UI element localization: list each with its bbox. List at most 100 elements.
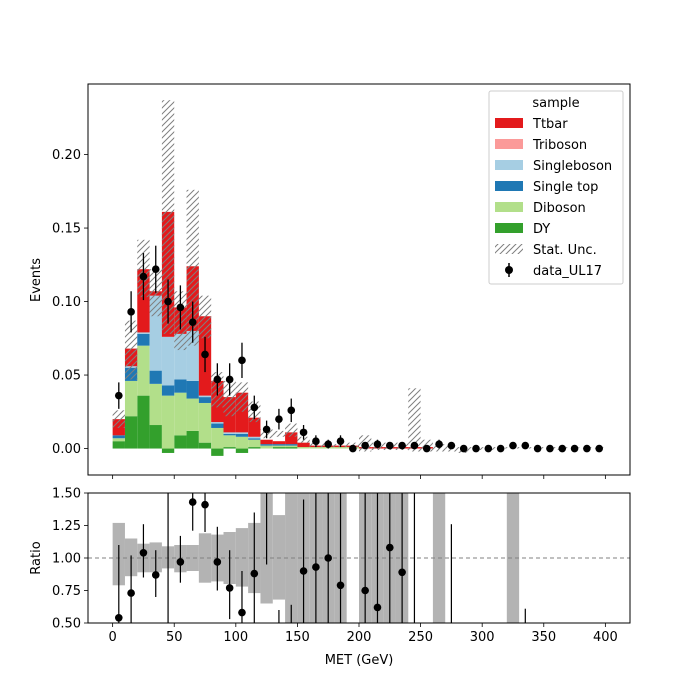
legend-swatch-triboson [495,139,523,149]
stat-unc-band-bin-1 [124,320,138,380]
data-point-0 [114,391,123,400]
legend: sample Ttbar Triboson Singleboson Single… [488,90,624,285]
ratio-x-tick-label-7: 350 [531,630,556,645]
stat-unc-band-bin-24 [408,388,421,452]
ratio-x-tick-label-0: 0 [108,630,116,645]
legend-label-stat-unc: Stat. Unc. [533,243,597,258]
data-point-19 [349,444,357,453]
ratio-point-18 [336,581,345,590]
data-point-24 [410,441,419,450]
ratio-y-tick-label-3: 1.25 [52,519,81,534]
bar-diboson-bin-9 [223,435,236,448]
ratio-x-tick-label-1: 50 [166,630,183,645]
bar-diboson-bin-2 [137,345,150,396]
data-point-7 [201,350,209,359]
stat-unc-band-bin-4 [161,100,175,334]
ratio-unc-band-bin-10 [235,528,249,587]
data-point-16 [312,437,320,445]
bar-dy-bin-1 [124,416,138,449]
bar-dy-bin-4 [161,448,175,453]
bar-dy-bin-11 [248,447,261,449]
ratio-point-11 [250,569,259,578]
ratio-panel: 0 50 100 150 200 250 300 350 400 0.50 0.75 1.00 1.25… [29,487,631,668]
x-axis-label: MET (GeV) [325,653,394,668]
bar-dy-bin-2 [137,395,150,449]
legend-label-dy: DY [533,222,550,237]
bar-diboson-bin-5 [174,392,187,436]
bar-single-top-bin-8 [211,423,224,428]
bar-singleboson-bin-4 [161,336,175,386]
ratio-point-21 [373,603,382,612]
legend-label-ttbar: Ttbar [532,117,568,132]
data-point-30 [484,444,493,453]
data-point-4 [164,297,172,306]
bar-diboson-bin-1 [124,380,138,417]
bar-dy-bin-9 [223,447,236,449]
data-point-35 [546,444,554,453]
main-axes-frame [87,83,631,476]
main-y-tick-label-4: 0.20 [52,148,81,163]
stat-unc-band-bin-10 [235,382,249,412]
data-point-9 [225,375,234,384]
ratio-unc-band-bin-6 [186,545,199,571]
data-point-27 [447,441,456,450]
legend-label-data: data_UL17 [533,264,602,279]
ratio-y-tick-label-0: 0.50 [52,617,81,632]
ratio-x-tick-label-2: 100 [223,630,248,645]
data-point-31 [496,444,505,453]
ratio-axes-frame [87,492,631,624]
main-y-axis-label: Events [29,258,44,302]
legend-swatch-dy [495,223,523,233]
data-point-38 [583,444,591,453]
stat-unc-band-bin-9 [223,380,236,417]
bar-single-top-bin-12 [260,444,273,446]
data-point-22 [385,441,394,450]
data-point-2 [139,272,148,281]
bar-ttbar-bin-13 [272,441,286,445]
data-point-34 [533,444,542,453]
ratio-point-3 [151,571,160,579]
ratio-point-9 [225,584,234,592]
ratio-point-6 [188,498,197,506]
bar-dy-bin-0 [112,441,125,449]
legend-swatch-stat-unc [495,244,523,254]
ratio-x-tick-label-3: 150 [285,630,310,645]
bar-diboson-bin-11 [248,439,261,448]
bar-single-top-bin-0 [112,435,125,439]
bar-diboson-bin-10 [235,436,249,449]
bar-single-top-bin-4 [161,385,175,396]
bar-single-top-bin-14 [285,444,298,446]
ratio-plot-area [88,493,630,623]
bar-singleboson-bin-10 [235,432,249,434]
ratio-x-tick-label-5: 250 [408,630,433,645]
data-point-10 [238,356,246,365]
bar-diboson-bin-18 [334,447,347,449]
main-panel: 0.00 0.05 0.10 0.15 0.20 Events sample Ttbar… [29,83,631,479]
bar-single-top-bin-9 [223,433,236,436]
ratio-y-tick-label-2: 1.00 [52,552,81,567]
ratio-point-0 [114,614,123,622]
ratio-point-5 [176,558,185,566]
bar-single-top-bin-13 [272,444,286,446]
legend-label-singleboson: Singleboson [533,159,612,174]
bar-singleboson-bin-11 [248,436,261,439]
data-point-20 [361,441,369,450]
bar-dy-bin-6 [186,430,199,449]
legend-swatch-data-marker [505,266,513,274]
bar-dy-bin-8 [211,448,224,456]
bar-singleboson-bin-7 [198,395,212,398]
legend-swatch-single-top [495,181,523,191]
data-point-23 [398,441,406,450]
ratio-point-7 [201,500,209,509]
data-point-1 [127,308,135,316]
bar-single-top-bin-5 [174,379,187,393]
bar-single-top-bin-7 [198,397,212,403]
stat-unc-band-bin-6 [186,189,199,346]
ratio-x-tick-label-8: 400 [593,630,618,645]
data-point-32 [509,441,517,450]
bar-single-top-bin-10 [235,433,249,437]
ratio-unc-band-bin-7 [198,533,212,583]
ratio-y-tick-label-1: 0.75 [52,584,81,599]
ratio-point-2 [139,549,148,557]
